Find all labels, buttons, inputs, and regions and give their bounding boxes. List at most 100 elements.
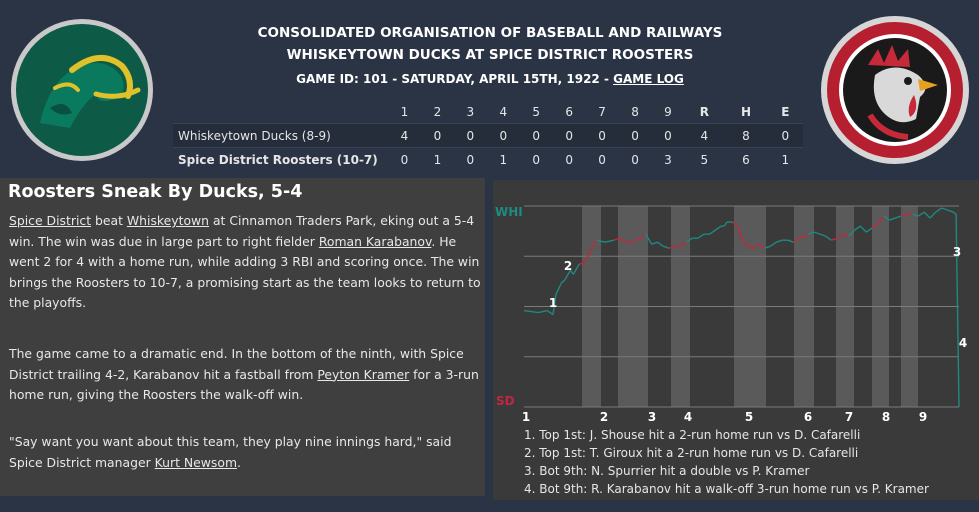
inning-score: 0 <box>585 147 619 171</box>
story-text: . <box>237 454 241 470</box>
game-story-panel: Roosters Sneak By Ducks, 5-4 Spice Distr… <box>0 178 485 496</box>
win-probability-segment <box>804 233 809 237</box>
win-probability-segment <box>715 225 722 231</box>
story-text: for a 3-run home run, giving the Rooster… <box>9 366 479 403</box>
away-team-row: Whiskeytown Ducks (8-9) 4 0 0 0 0 0 0 0 … <box>173 123 803 148</box>
win-probability-segment <box>848 229 856 237</box>
inning-score: 0 <box>519 123 553 148</box>
away-hits: 8 <box>724 123 768 148</box>
scoring-play-marker[interactable]: 4 <box>959 336 967 350</box>
pitcher-link[interactable]: Peyton Kramer <box>317 366 410 382</box>
inning-score: 0 <box>388 147 421 171</box>
matchup-title: WHISKEYTOWN DUCKS AT SPICE DISTRICT ROOS… <box>286 47 694 63</box>
y-axis-top-label: WHI <box>495 205 523 219</box>
inning-score: 0 <box>453 147 487 171</box>
inning-tick-label: 6 <box>804 410 812 424</box>
away-team-name[interactable]: Whiskeytown Ducks (8-9) <box>173 123 388 148</box>
win-probability-segment <box>952 211 957 215</box>
inning-score: 3 <box>651 147 685 171</box>
inning-score: 0 <box>552 123 586 148</box>
inning-header: 3 <box>453 100 487 124</box>
win-probability-segment <box>662 245 670 249</box>
win-probability-segment <box>538 309 548 314</box>
win-probability-segment <box>752 243 760 249</box>
inning-score: 0 <box>552 147 586 171</box>
win-probability-segment <box>555 282 563 295</box>
win-probability-segment <box>947 209 954 213</box>
win-probability-segment <box>912 213 919 217</box>
inning-header: 1 <box>388 100 421 124</box>
inning-header: 9 <box>651 100 685 124</box>
inning-tick-label: 3 <box>648 410 656 424</box>
home-team-row: Spice District Roosters (10-7) 0 1 0 1 0… <box>173 147 803 171</box>
scoring-play: 1. Top 1st: J. Shouse hit a 2-run home r… <box>524 428 861 442</box>
inning-header: 7 <box>585 100 619 124</box>
inning-tick-label: 1 <box>522 410 530 424</box>
win-probability-segment <box>871 223 879 229</box>
duck-logo-icon[interactable] <box>10 18 154 162</box>
game-log-link[interactable]: GAME LOG <box>613 72 684 86</box>
errors-header: E <box>767 100 803 124</box>
inning-score: 0 <box>486 123 520 148</box>
home-team-name[interactable]: Spice District Roosters (10-7) <box>173 147 388 171</box>
league-title: CONSOLIDATED ORGANISATION OF BASEBALL AN… <box>257 25 723 41</box>
box-score-table: 1 2 3 4 5 6 7 8 9 R H E Whiskeytown Duck… <box>173 100 803 171</box>
game-info-text: GAME ID: 101 - SATURDAY, APRIL 15TH, 192… <box>296 72 614 86</box>
scoring-play-marker[interactable]: 1 <box>549 296 557 310</box>
win-probability-segment <box>639 233 647 239</box>
rooster-logo-icon[interactable] <box>820 15 970 165</box>
win-probability-chart: WHI SD 1 2 3 4 5 6 7 8 9 1 2 3 4 <box>495 205 967 424</box>
win-probability-segment <box>894 215 902 219</box>
win-probability-segment <box>613 237 620 241</box>
win-probability-segment <box>645 233 653 245</box>
win-probability-segment <box>590 239 598 251</box>
story-text: The game came to a dramatic end. In the … <box>9 346 464 382</box>
win-probability-segment <box>723 221 728 227</box>
win-probability-segment <box>686 237 693 243</box>
win-probability-segment <box>737 227 743 239</box>
manager-link[interactable]: Kurt Newsom <box>154 454 238 470</box>
win-probability-segment <box>561 279 565 283</box>
inning-tick-label: 2 <box>600 410 608 424</box>
story-text: . He went 2 for 4 with a home run, while… <box>9 233 481 311</box>
player-link[interactable]: Roman Karabanov <box>318 233 432 249</box>
inning-score: 1 <box>420 147 454 171</box>
scoring-play-marker[interactable]: 2 <box>564 259 572 273</box>
inning-score: 0 <box>420 123 454 148</box>
win-probability-segment <box>900 213 908 217</box>
home-errors: 1 <box>767 147 803 171</box>
win-probability-segment <box>770 241 777 247</box>
inning-header: 2 <box>420 100 454 124</box>
win-probability-segment <box>563 269 572 281</box>
win-probability-segment <box>523 309 539 314</box>
inning-tick-label: 9 <box>919 410 927 424</box>
win-probability-segment <box>825 235 832 241</box>
scoring-play-marker[interactable]: 3 <box>953 245 961 259</box>
win-probability-segment <box>923 211 931 219</box>
hits-header: H <box>724 100 768 124</box>
scoring-play: 3. Bot 9th: N. Spurrier hit a double vs … <box>524 464 810 478</box>
win-probability-segment <box>859 225 867 233</box>
away-team-link[interactable]: Whiskeytown <box>126 213 210 228</box>
home-runs: 5 <box>684 147 725 171</box>
home-team-link[interactable]: Spice District <box>9 213 92 228</box>
scoring-play: 4. Bot 9th: R. Karabanov hit a walk-off … <box>524 482 929 496</box>
inning-score: 0 <box>519 147 553 171</box>
team-column-header <box>173 100 388 124</box>
win-probability-segment <box>889 217 896 221</box>
inning-tick-label: 8 <box>882 410 890 424</box>
win-probability-segment <box>732 221 740 229</box>
inning-tick-label: 7 <box>845 410 853 424</box>
win-probability-segment <box>955 214 960 408</box>
home-hits: 6 <box>724 147 768 171</box>
win-probability-segment <box>680 241 687 247</box>
win-probability-segment <box>793 237 800 243</box>
inning-score: 0 <box>585 123 619 148</box>
inning-tick-label: 5 <box>745 410 753 424</box>
win-probability-segment <box>668 245 676 249</box>
story-text: beat <box>91 213 127 228</box>
win-probability-segment <box>854 225 861 231</box>
story-paragraph: The game came to a dramatic end. In the … <box>9 344 481 406</box>
win-probability-segment <box>831 237 838 241</box>
win-probability-segment <box>918 211 925 217</box>
